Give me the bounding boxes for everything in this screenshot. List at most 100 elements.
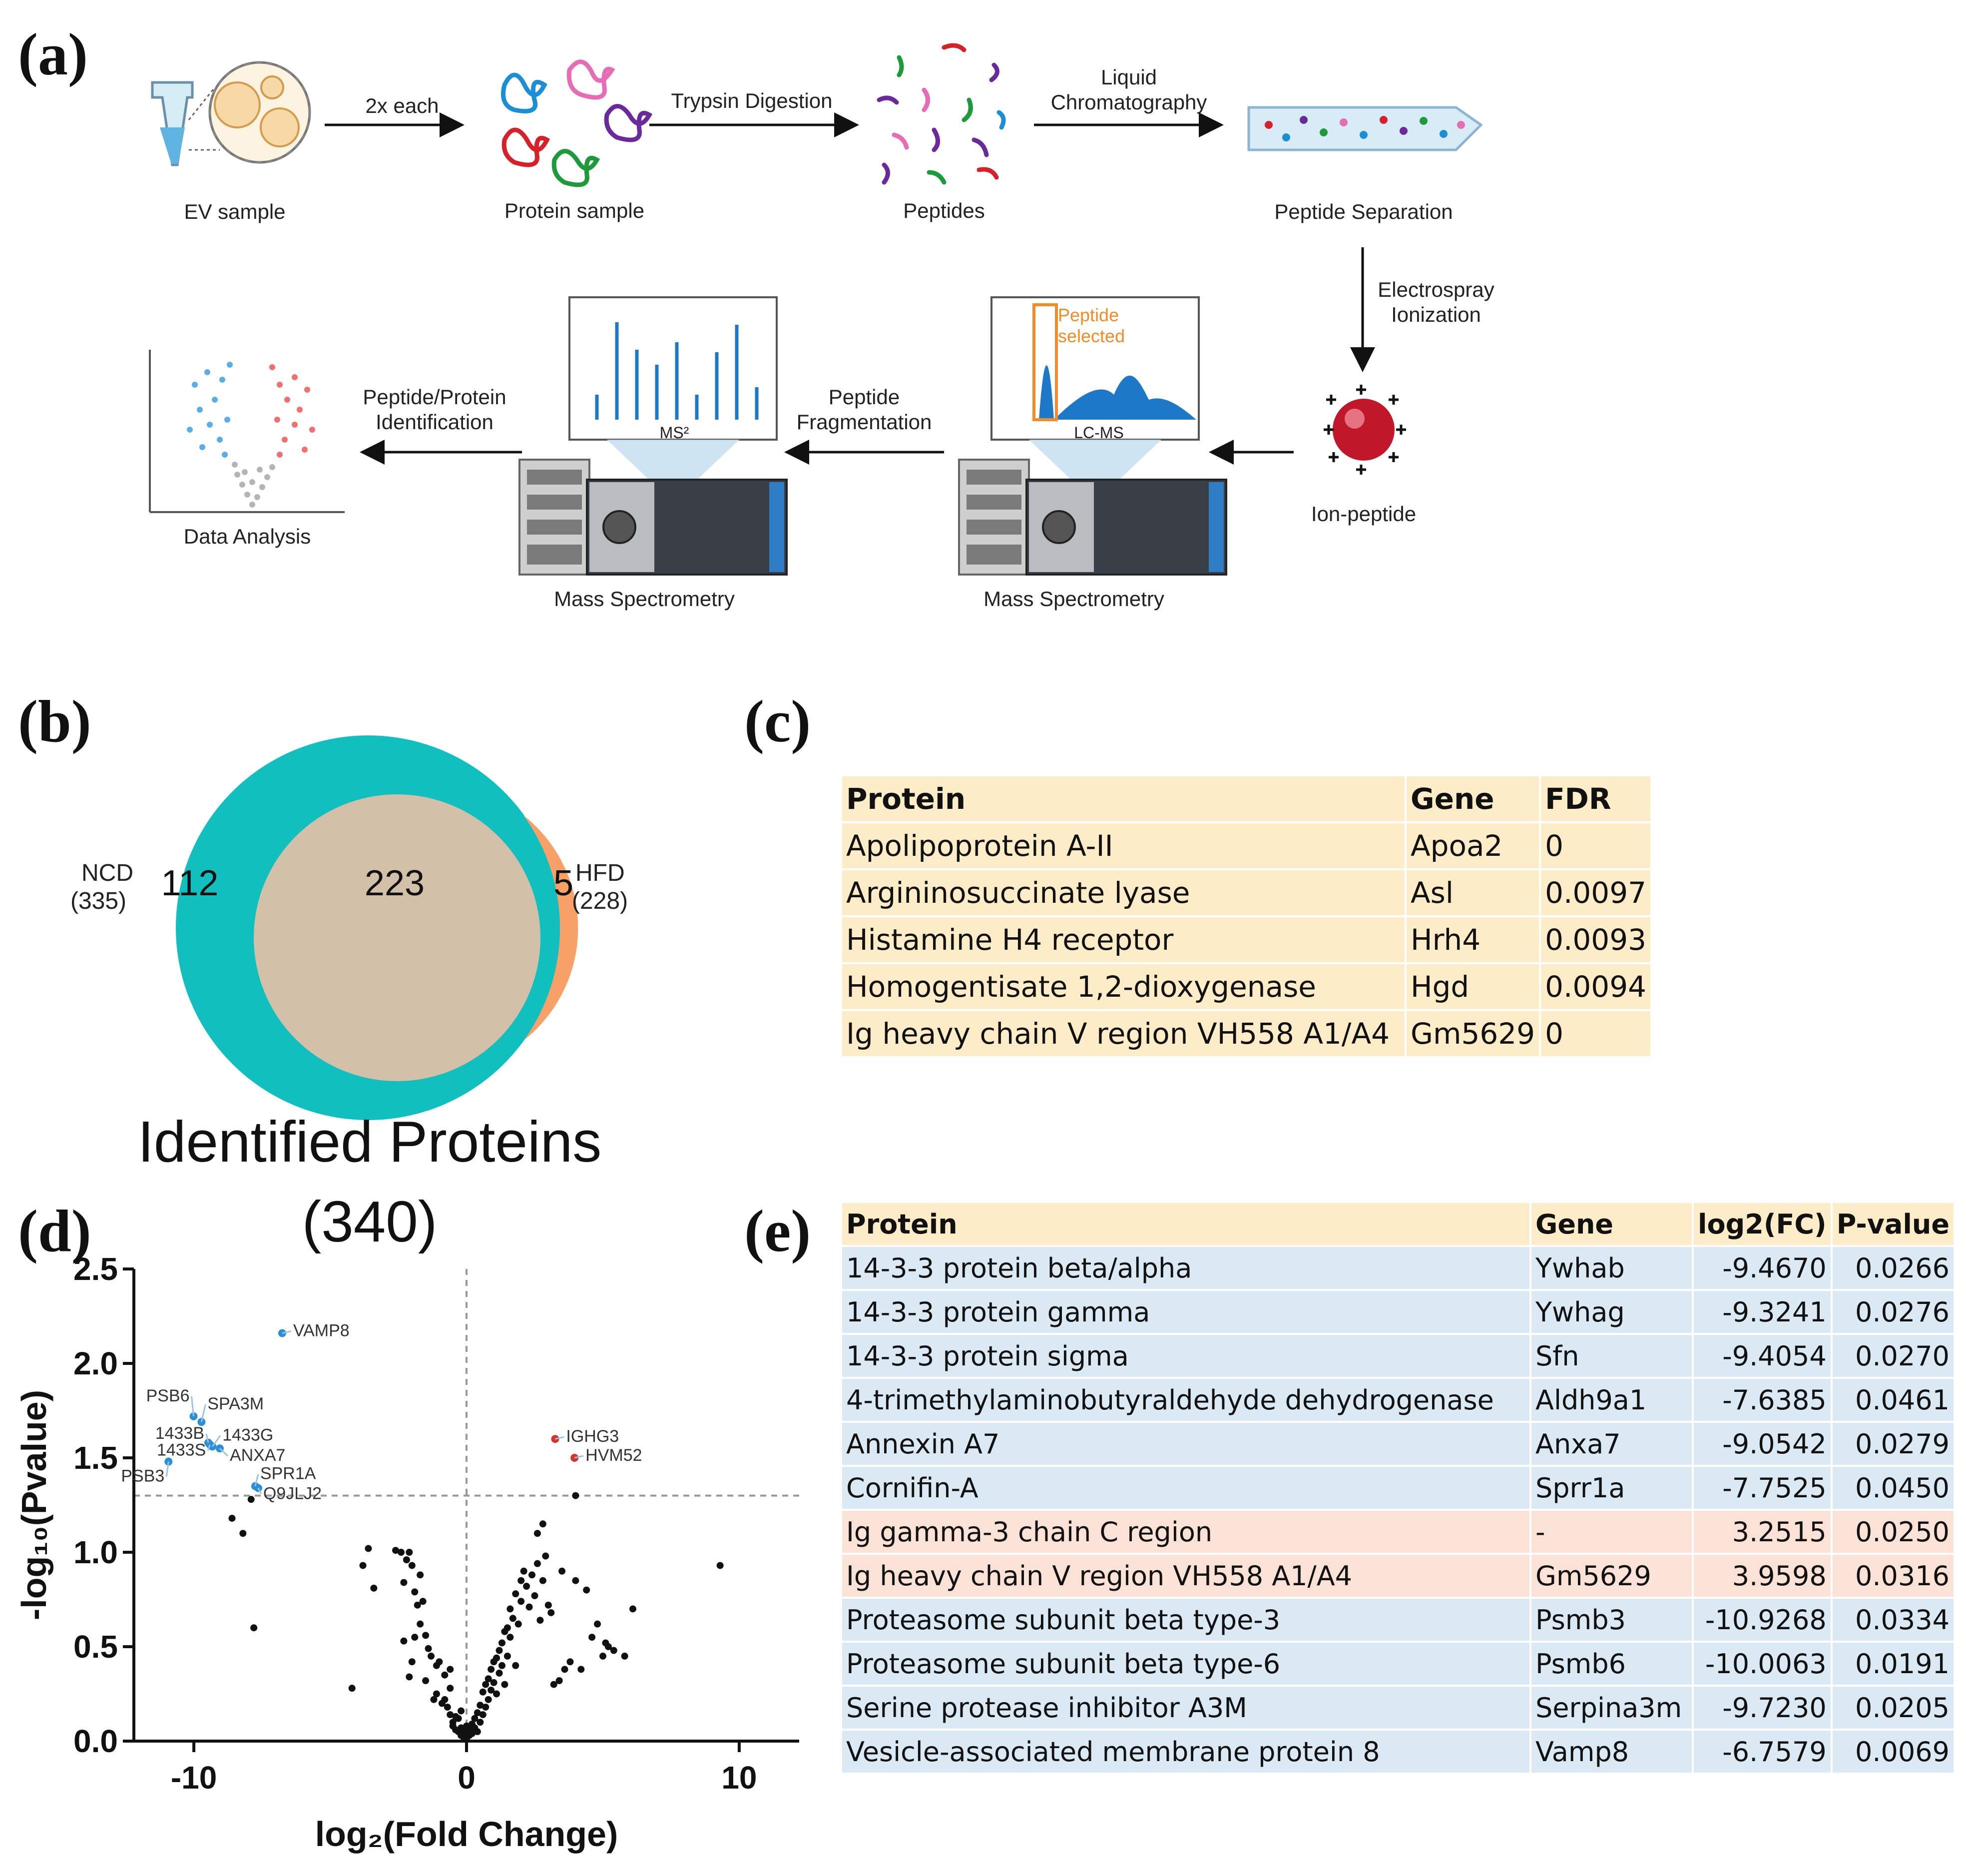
table-e-row: Annexin A7 Anxa7 -9.0542 0.0279 (840, 1421, 1956, 1467)
hfd-only-count: 5 (553, 863, 574, 903)
table-e-protein: Ig gamma-3 chain C region (840, 1509, 1531, 1555)
data-point (468, 1730, 476, 1737)
panel-label-e: (e) (744, 1198, 811, 1264)
table-e-protein: 4-trimethylaminobutyraldehyde dehydrogen… (840, 1377, 1531, 1423)
panel-label-a: (a) (18, 21, 88, 87)
data-point (566, 1658, 574, 1666)
table-e-h-pvalue: P-value (1830, 1201, 1956, 1247)
table-e-h-gene: Gene (1529, 1201, 1694, 1247)
data-point (539, 1520, 546, 1528)
labeled-point (189, 1412, 198, 1420)
x-tick-label: -10 (171, 1760, 217, 1796)
data-point (501, 1628, 508, 1635)
data-point (493, 1654, 500, 1662)
data-point (514, 1620, 522, 1628)
table-e-protein: Ig heavy chain V region VH558 A1/A4 (840, 1553, 1531, 1599)
table-e-pvalue: 0.0270 (1830, 1333, 1956, 1379)
data-point (408, 1562, 416, 1569)
data-point (525, 1603, 533, 1611)
table-e-log2fc: -9.0542 (1692, 1421, 1833, 1467)
table-c-fdr: 0 (1539, 821, 1653, 870)
data-point (359, 1562, 367, 1569)
data-point (474, 1728, 481, 1736)
table-e-protein: Cornifin-A (840, 1465, 1531, 1511)
data-point (417, 1571, 424, 1579)
data-point (488, 1666, 495, 1673)
data-point (425, 1645, 432, 1652)
label-leader (555, 1436, 564, 1440)
data-point (460, 1728, 468, 1736)
data-point (422, 1677, 430, 1685)
data-point (471, 1715, 479, 1722)
data-point (621, 1652, 628, 1660)
table-e-pvalue: 0.0266 (1830, 1245, 1956, 1291)
ncd-total: (335) (70, 888, 127, 914)
data-point (544, 1601, 552, 1609)
data-point (583, 1586, 590, 1594)
y-axis-label: -log₁₀(Pvalue) (14, 1390, 53, 1620)
data-point (610, 1647, 617, 1654)
data-point (392, 1547, 400, 1554)
table-e-gene: Ywhab (1529, 1245, 1694, 1291)
arrow-2x-label: 2x each (365, 94, 439, 117)
table-e-log2fc: -10.9268 (1692, 1597, 1833, 1643)
data-point (577, 1666, 585, 1673)
table-c-gene: Gm5629 (1404, 1009, 1541, 1058)
data-point (482, 1703, 490, 1711)
overlap-count: 223 (364, 863, 425, 903)
table-e: Protein Gene log2(FC) P-value 14-3-3 pro… (840, 1201, 1956, 1775)
data-point (447, 1685, 454, 1692)
peptide-selected-2: selected (1058, 326, 1125, 346)
venn-hfd-crescent (523, 815, 578, 1040)
y-tick-label: 2.5 (73, 1251, 118, 1287)
table-e-h-protein: Protein (840, 1201, 1531, 1247)
table-c-gene: Asl (1404, 868, 1541, 917)
lcms-label: LC-MS (1074, 424, 1124, 442)
data-point (436, 1658, 443, 1666)
mass-spectrometer-left-icon (518, 296, 788, 576)
data-point (414, 1601, 421, 1609)
label-leader (200, 1404, 206, 1422)
venn-title: Identified Proteins (137, 1109, 602, 1174)
table-c-protein: Histamine H4 receptor (840, 915, 1407, 964)
data-point (447, 1711, 454, 1719)
data-point (506, 1634, 514, 1641)
data-point (348, 1685, 356, 1692)
data-point (629, 1605, 636, 1613)
table-e-row: 14-3-3 protein sigma Sfn -9.4054 0.0270 (840, 1333, 1956, 1379)
data-point (547, 1609, 555, 1616)
table-c: Protein Gene FDR Apolipoprotein A-II Apoa… (840, 774, 1653, 1058)
table-e-log2fc: -7.6385 (1692, 1377, 1833, 1423)
data-point (228, 1514, 236, 1522)
point-label: SPA3M (207, 1394, 264, 1413)
data-point (247, 1496, 255, 1503)
data-point (512, 1590, 519, 1598)
data-point (403, 1556, 410, 1564)
data-point (523, 1583, 530, 1590)
y-tick-label: 0.5 (73, 1629, 118, 1665)
table-c-row: Ig heavy chain V region VH558 A1/A4 Gm562… (840, 1009, 1653, 1058)
ion-peptide-label: Ion-peptide (1311, 502, 1417, 526)
hfd-label: HFD (575, 860, 625, 886)
labeled-point (278, 1329, 286, 1337)
table-e-row: Ig heavy chain V region VH558 A1/A4 Gm562… (840, 1553, 1956, 1599)
table-c-protein: Argininosuccinate lyase (840, 868, 1407, 917)
panel-label-d: (d) (18, 1198, 91, 1264)
point-label: 1433G (222, 1425, 273, 1444)
table-e-log2fc: -9.3241 (1692, 1289, 1833, 1335)
ncd-only-count: 112 (161, 863, 219, 903)
data-point (411, 1634, 419, 1641)
table-c-fdr: 0 (1539, 1009, 1653, 1058)
table-e-log2fc: -9.7230 (1692, 1685, 1833, 1731)
data-point (400, 1579, 408, 1586)
table-e-protein: Proteasome subunit beta type-3 (840, 1597, 1531, 1643)
data-point (455, 1715, 462, 1722)
point-label: 1433B (155, 1424, 204, 1443)
lc-column-icon (1247, 106, 1483, 151)
table-e-protein: Annexin A7 (840, 1421, 1531, 1467)
table-e-protein: Proteasome subunit beta type-6 (840, 1641, 1531, 1687)
table-e-gene: Serpina3m (1529, 1685, 1694, 1731)
y-tick-label: 1.5 (73, 1440, 118, 1476)
label-leader (207, 1444, 211, 1451)
